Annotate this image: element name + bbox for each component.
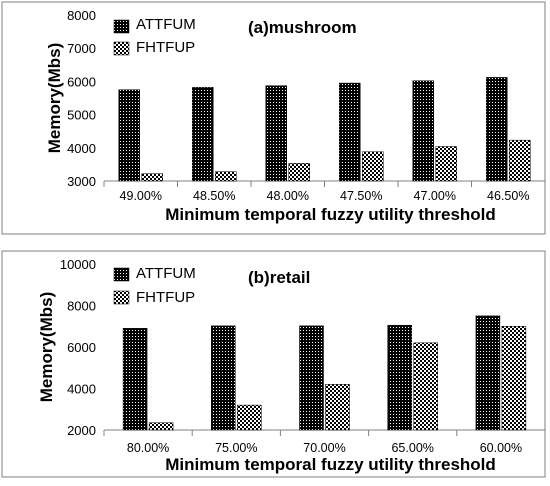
bar-fhtfup-4 xyxy=(413,342,438,431)
bar-attfum-6 xyxy=(486,77,508,182)
x-tick-label: 47.50% xyxy=(340,189,382,203)
chart-title: (b)retail xyxy=(248,268,310,287)
bar-attfum-4 xyxy=(387,324,412,431)
bar-attfum-1 xyxy=(122,328,148,431)
y-axis-label: Memory(Mbs) xyxy=(45,43,64,154)
chart-panel-2: 2000 4000 6000 8000 10000 80.00% 75.00% 70.00% 6… xyxy=(1,250,546,478)
bar-fhtfup-1 xyxy=(148,422,174,431)
y-tick-label: 8000 xyxy=(67,8,96,23)
legend-swatch-attfum xyxy=(113,267,130,282)
y-tick-label: 8000 xyxy=(67,299,96,314)
chart-frame xyxy=(1,1,546,235)
x-tick-label: 80.00% xyxy=(127,441,169,455)
x-axis-label: Minimum temporal fuzzy utility threshold xyxy=(165,205,496,224)
x-tick-label: 47.00% xyxy=(414,189,456,203)
y-tick-label: 5000 xyxy=(67,108,96,123)
y-tick-label: 4000 xyxy=(67,382,96,397)
x-tick-label: 49.00% xyxy=(120,189,162,203)
legend-swatch-fhtfup xyxy=(113,41,130,56)
x-tick-label: 48.50% xyxy=(193,189,235,203)
panels-group: 3000 4000 5000 6000 7000 8000 49.00% 48.50% 48.0… xyxy=(1,1,546,478)
bar-attfum-3 xyxy=(265,85,287,182)
bar-attfum-4 xyxy=(339,82,361,182)
y-tick-label: 3000 xyxy=(67,174,96,189)
legend-swatch-fhtfup xyxy=(113,290,130,305)
bar-fhtfup-1 xyxy=(141,173,163,182)
x-tick-label: 70.00% xyxy=(303,441,345,455)
bar-fhtfup-3 xyxy=(288,163,310,182)
y-axis-label: Memory(Mbs) xyxy=(37,292,56,403)
y-tick-label: 6000 xyxy=(67,340,96,355)
chart-frame xyxy=(1,250,546,478)
legend-label-fhtfup: FHTFUP xyxy=(136,289,195,306)
y-tick-label: 6000 xyxy=(67,74,96,89)
chart-panel-1: 3000 4000 5000 6000 7000 8000 49.00% 48.50% 48.0… xyxy=(1,1,546,235)
legend-label-attfum: ATTFUM xyxy=(136,265,196,282)
x-tick-label: 65.00% xyxy=(391,441,433,455)
legend-label-fhtfup: FHTFUP xyxy=(136,39,195,56)
bar-fhtfup-5 xyxy=(435,146,457,182)
y-tick-label: 7000 xyxy=(67,41,96,56)
chart-title: (a)mushroom xyxy=(248,18,357,37)
legend-swatch-attfum xyxy=(113,19,130,34)
x-tick-label: 60.00% xyxy=(480,441,522,455)
bar-fhtfup-3 xyxy=(325,384,350,431)
y-tick-label: 4000 xyxy=(67,141,96,156)
bar-fhtfup-6 xyxy=(509,139,531,182)
x-tick-label: 46.50% xyxy=(487,189,529,203)
bar-attfum-5 xyxy=(475,315,501,431)
x-axis-label: Minimum temporal fuzzy utility threshold xyxy=(165,455,496,474)
bar-fhtfup-5 xyxy=(501,326,527,431)
bar-attfum-2 xyxy=(211,325,236,431)
bar-fhtfup-2 xyxy=(215,171,237,182)
legend-label-attfum: ATTFUM xyxy=(136,16,196,33)
x-tick-label: 75.00% xyxy=(215,441,257,455)
bar-attfum-3 xyxy=(299,325,324,431)
bar-attfum-5 xyxy=(412,80,434,182)
y-tick-label: 2000 xyxy=(67,423,96,438)
bar-attfum-1 xyxy=(118,89,140,182)
x-tick-label: 48.00% xyxy=(267,189,309,203)
bar-fhtfup-4 xyxy=(362,151,384,182)
bar-fhtfup-2 xyxy=(237,404,262,431)
bar-attfum-2 xyxy=(192,87,214,182)
y-tick-label: 10000 xyxy=(60,257,96,272)
